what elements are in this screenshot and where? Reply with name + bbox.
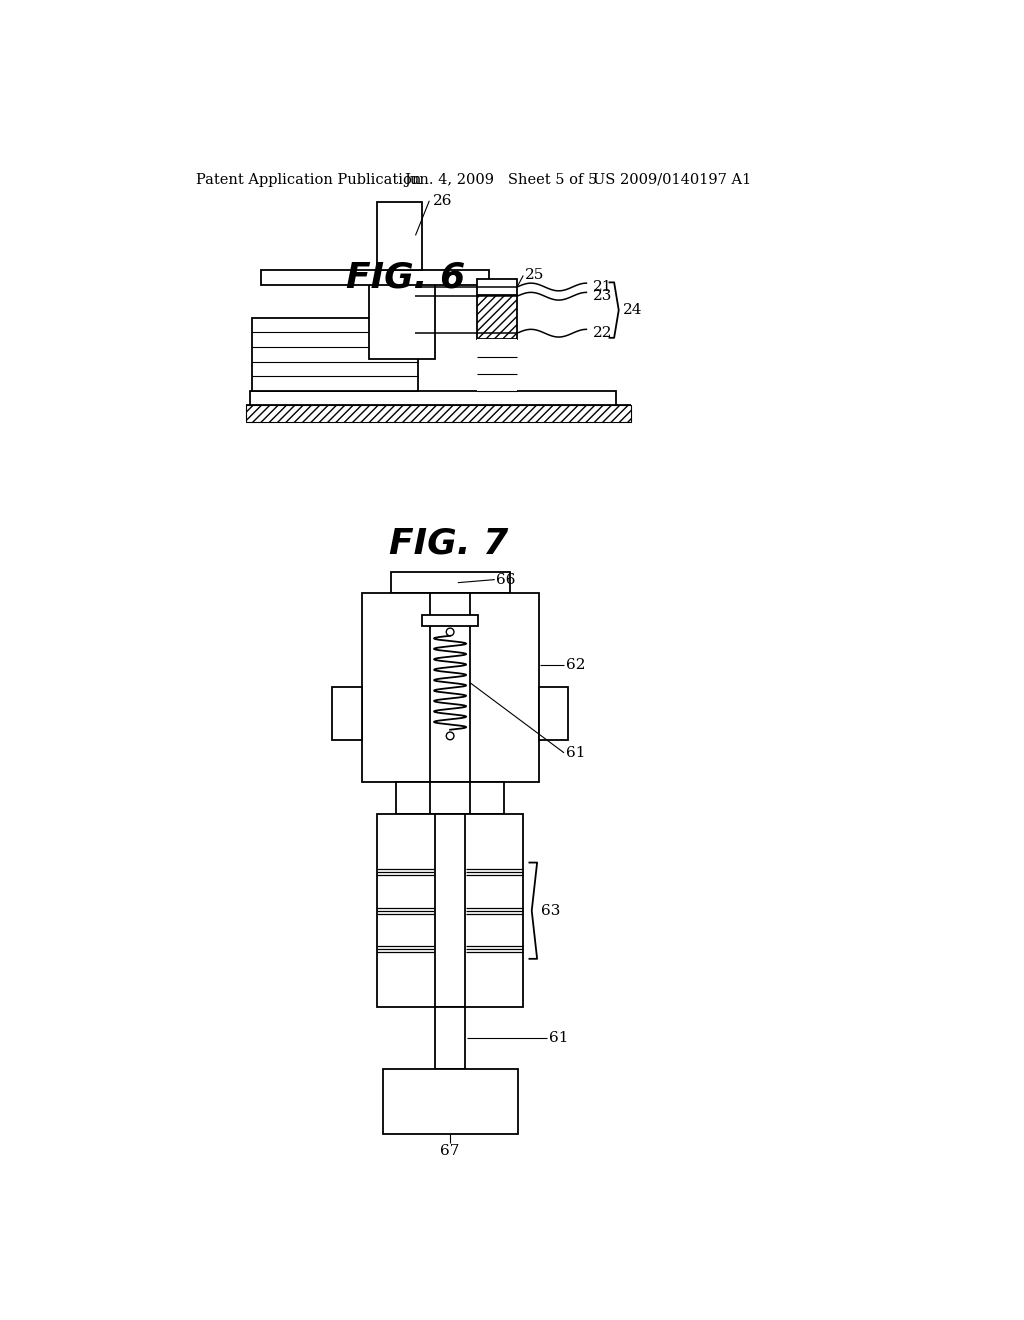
Circle shape: [446, 733, 454, 739]
Circle shape: [446, 628, 454, 636]
Text: 61: 61: [549, 1031, 568, 1044]
Text: 61: 61: [565, 746, 585, 760]
Text: 66: 66: [497, 573, 516, 586]
Text: 25: 25: [524, 268, 544, 282]
Text: FIG. 6: FIG. 6: [346, 261, 466, 294]
Text: 23: 23: [593, 289, 612, 304]
Text: 21: 21: [593, 280, 612, 294]
Bar: [477, 339, 517, 391]
Text: FIG. 7: FIG. 7: [388, 527, 508, 561]
Bar: [333, 688, 361, 739]
Bar: [383, 1069, 518, 1134]
Text: US 2009/0140197 A1: US 2009/0140197 A1: [593, 173, 751, 187]
Text: 63: 63: [541, 904, 560, 917]
Bar: [377, 202, 422, 271]
Bar: [477, 280, 517, 294]
Bar: [477, 294, 517, 339]
Bar: [435, 1007, 465, 1069]
Text: 22: 22: [593, 326, 612, 341]
Bar: [391, 572, 510, 594]
Bar: [252, 318, 418, 391]
Bar: [370, 275, 435, 359]
Bar: [396, 781, 504, 814]
Text: 67: 67: [440, 1144, 460, 1158]
Bar: [377, 814, 523, 1007]
Text: 26: 26: [433, 194, 453, 207]
Bar: [361, 594, 539, 781]
Bar: [250, 391, 615, 405]
Bar: [435, 814, 465, 1007]
Bar: [539, 688, 568, 739]
Bar: [422, 615, 478, 626]
Text: Patent Application Publication: Patent Application Publication: [196, 173, 422, 187]
Text: Jun. 4, 2009   Sheet 5 of 5: Jun. 4, 2009 Sheet 5 of 5: [403, 173, 597, 187]
Bar: [261, 271, 488, 285]
Text: 24: 24: [623, 304, 642, 317]
Text: 62: 62: [565, 659, 585, 672]
Bar: [246, 405, 631, 422]
